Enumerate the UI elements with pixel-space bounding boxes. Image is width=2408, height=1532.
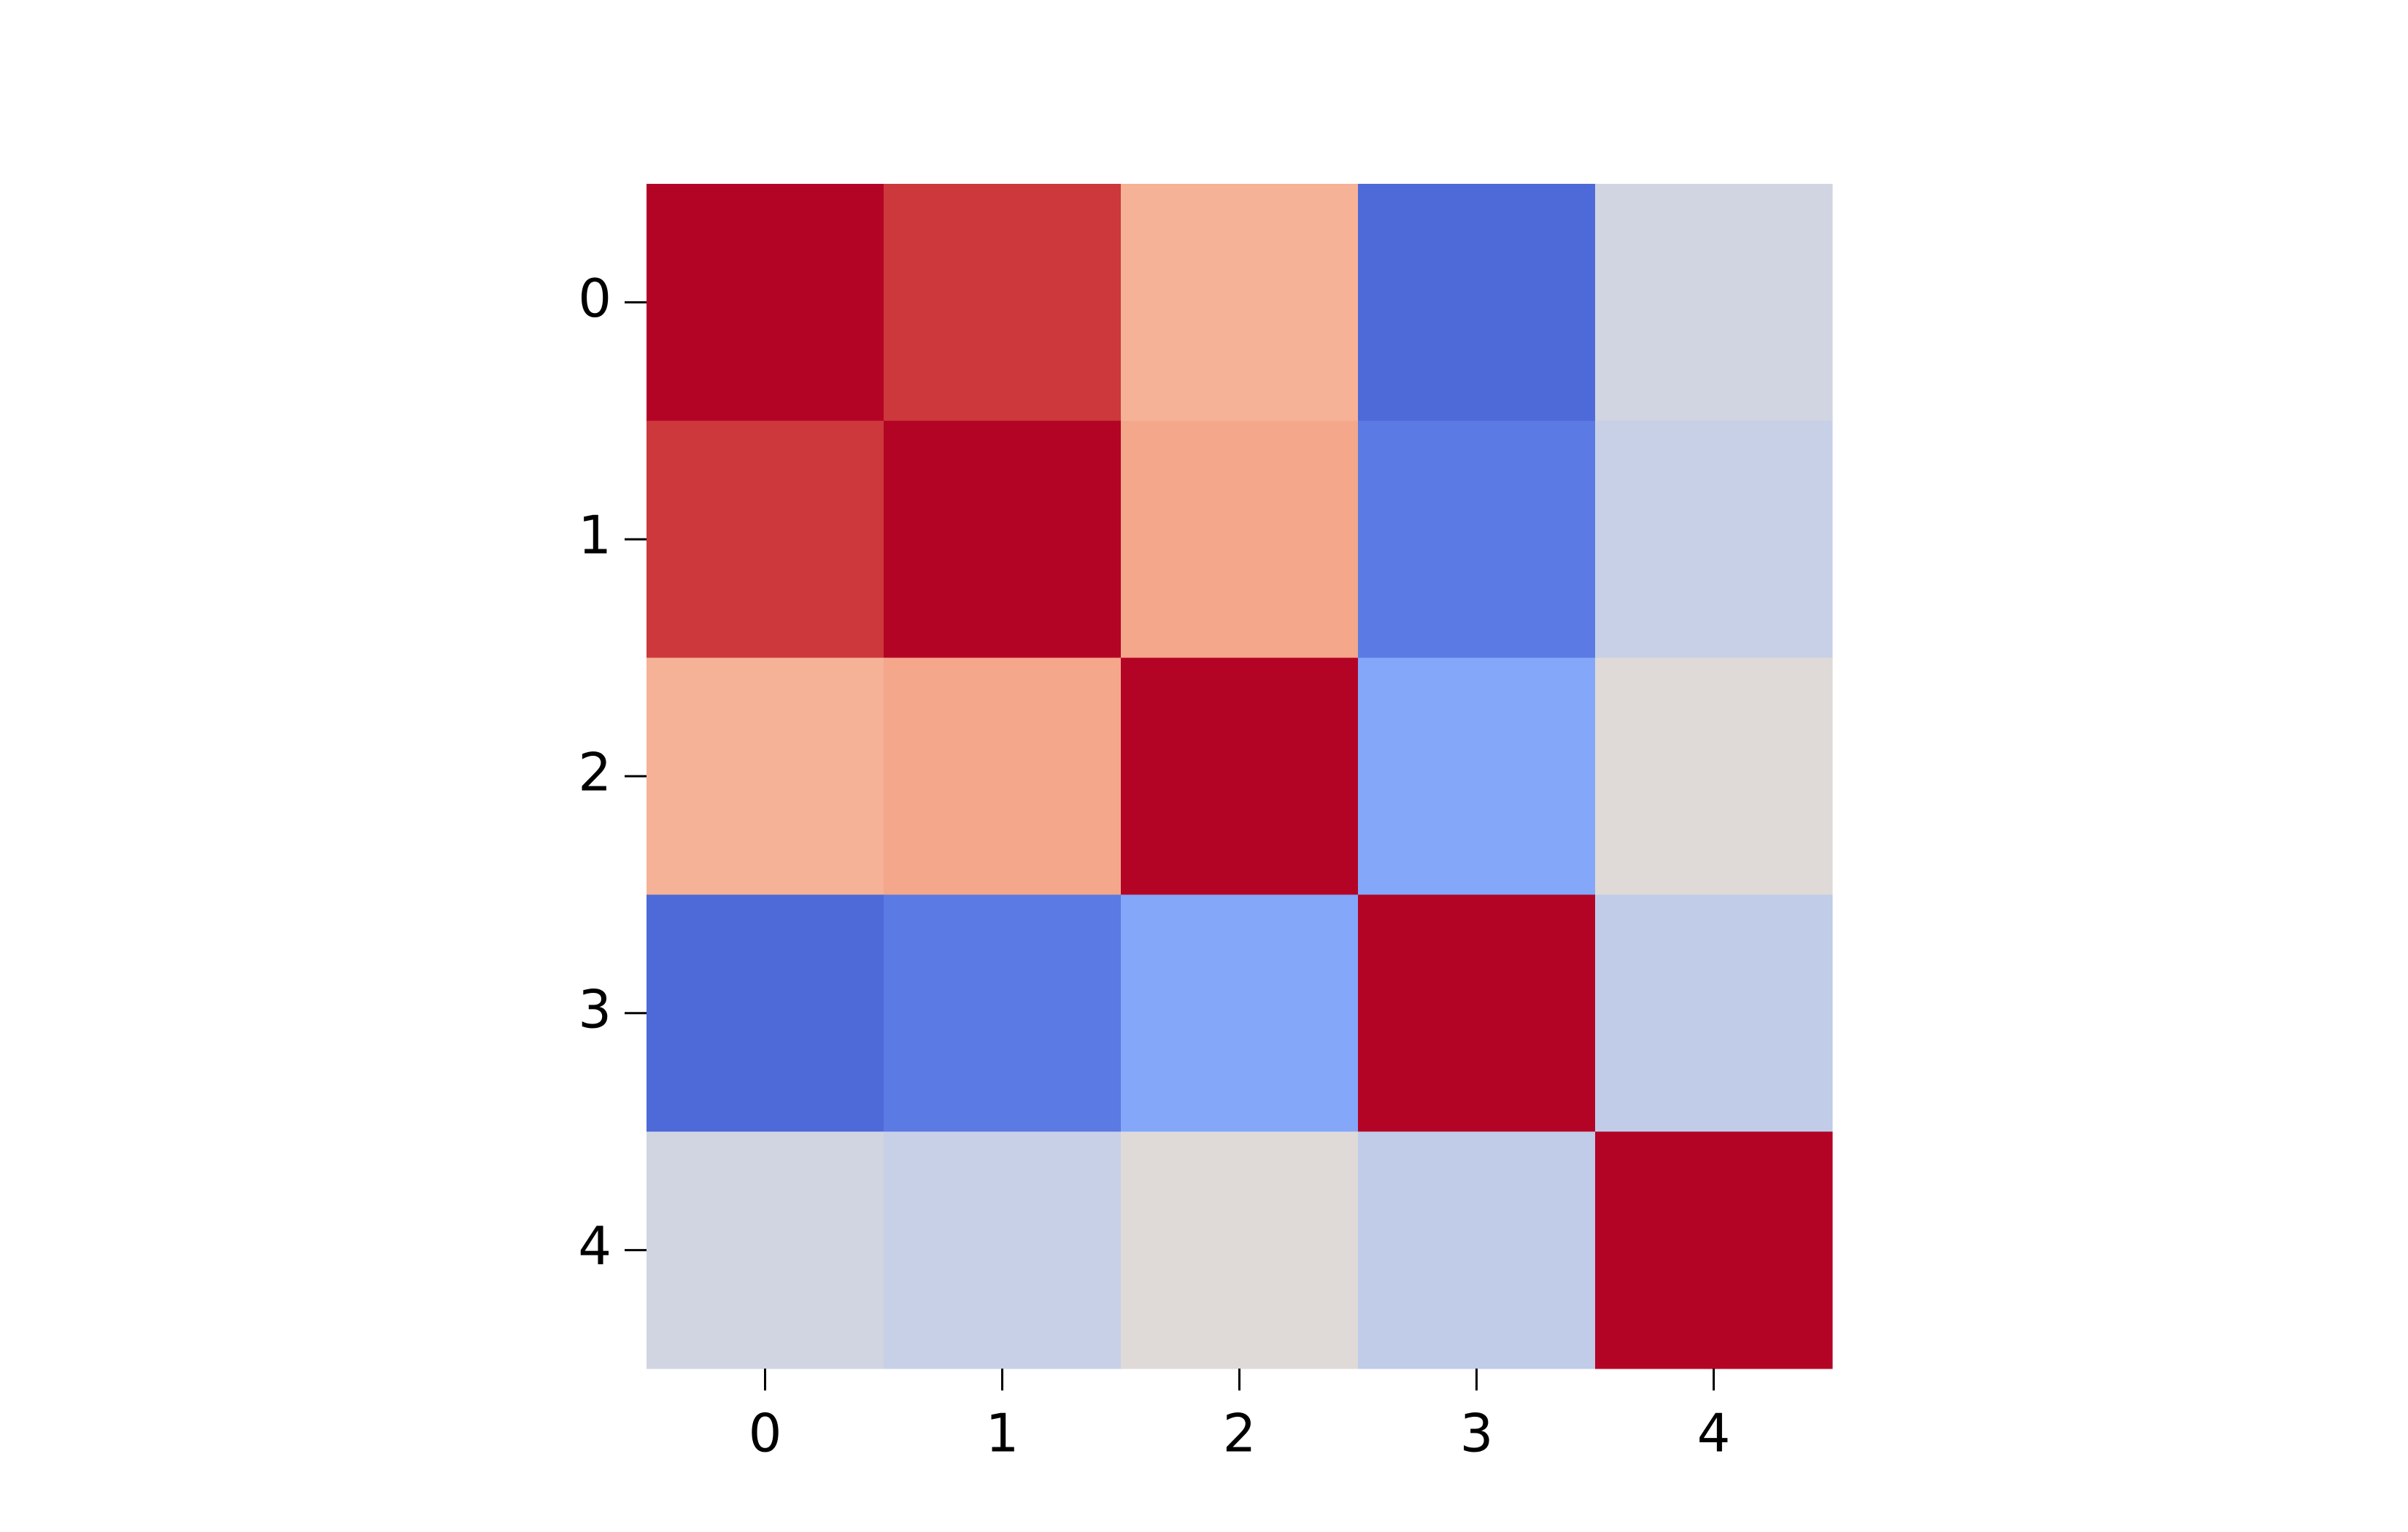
heatmap-cell	[1121, 420, 1359, 659]
heatmap-cell	[884, 184, 1122, 422]
y-tick-label: 2	[578, 742, 611, 803]
heatmap-cell	[884, 1131, 1122, 1369]
heatmap-cell	[647, 420, 884, 659]
heatmap-cell	[1121, 894, 1359, 1132]
heatmap-cell	[1595, 420, 1833, 659]
y-tick-label: 3	[578, 978, 611, 1040]
heatmap-cell	[1358, 184, 1596, 422]
x-tick-label: 0	[749, 1403, 782, 1464]
heatmap-cell	[1595, 657, 1833, 895]
heatmap-cell	[1358, 657, 1596, 895]
y-tick-label: 4	[578, 1215, 611, 1277]
y-tick-label: 1	[578, 505, 611, 566]
heatmap-cell	[1121, 1131, 1359, 1369]
heatmap-cell	[647, 894, 884, 1132]
x-tick-label: 1	[986, 1403, 1019, 1464]
x-tick-label: 4	[1697, 1403, 1731, 1464]
heatmap-cell	[1595, 184, 1833, 422]
heatmap-cell	[1358, 894, 1596, 1132]
heatmap-cell	[647, 184, 884, 422]
heatmap-cell	[884, 657, 1122, 895]
heatmap-cell	[1358, 420, 1596, 659]
heatmap-cell	[1121, 184, 1359, 422]
x-tick-label: 2	[1223, 1403, 1257, 1464]
x-tick-label: 3	[1460, 1403, 1494, 1464]
y-tick-label: 0	[578, 268, 611, 329]
heatmap-cell	[647, 1131, 884, 1369]
heatmap-cell	[647, 657, 884, 895]
heatmap-cell	[884, 894, 1122, 1132]
heatmap-cell	[1121, 657, 1359, 895]
heatmap-cell	[1595, 894, 1833, 1132]
heatmap-cell	[884, 420, 1122, 659]
heatmap-cell	[1358, 1131, 1596, 1369]
heatmap-cell	[1595, 1131, 1833, 1369]
